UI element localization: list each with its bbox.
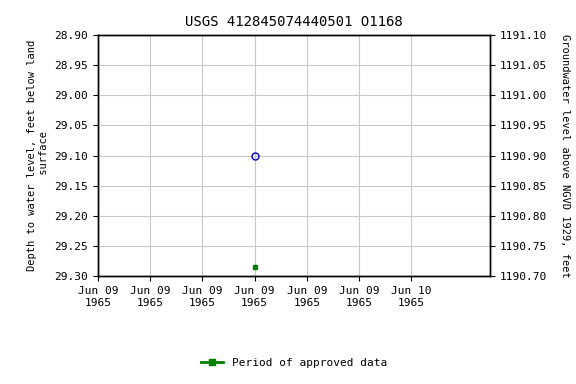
Y-axis label: Depth to water level, feet below land
 surface: Depth to water level, feet below land su… [27, 40, 49, 271]
Title: USGS 412845074440501 O1168: USGS 412845074440501 O1168 [185, 15, 403, 29]
Legend: Period of approved data: Period of approved data [196, 354, 391, 372]
Y-axis label: Groundwater level above NGVD 1929, feet: Groundwater level above NGVD 1929, feet [560, 34, 570, 277]
